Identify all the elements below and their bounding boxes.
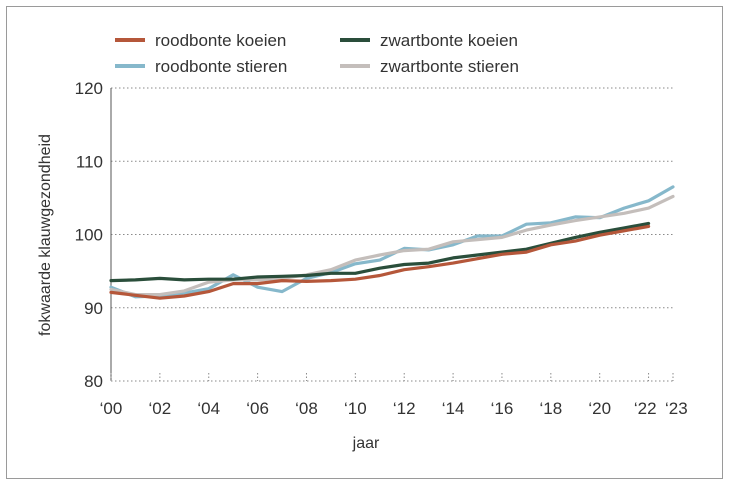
series-lines <box>109 185 675 300</box>
legend: roodbonte koeien zwartbonte koeien roodbon… <box>115 31 519 76</box>
y-tick-label: 90 <box>84 299 103 318</box>
x-tick-label: ‘00 <box>100 399 123 418</box>
x-tick-label: ‘10 <box>344 399 367 418</box>
x-tick-label: ‘22 <box>634 399 657 418</box>
series-line-zwartbonte-stieren <box>109 194 675 297</box>
x-tick-label: ‘20 <box>588 399 611 418</box>
y-tick-label: 120 <box>75 79 103 98</box>
grid-lines <box>111 87 673 382</box>
x-tick-label: ‘14 <box>442 399 465 418</box>
series-line-roodbonte-koeien <box>109 224 651 300</box>
series-line-zwartbonte-koeien <box>109 221 651 283</box>
x-tick-label: ‘18 <box>539 399 562 418</box>
x-axis-title: jaar <box>352 435 380 452</box>
x-tick-label: ‘12 <box>393 399 416 418</box>
y-tick-labels: 80 90 100 110 120 <box>75 79 103 391</box>
y-tick-label: 80 <box>84 372 103 391</box>
x-tick-label: ‘02 <box>149 399 172 418</box>
y-axis-title: fokwaarde klauwgezondheid <box>37 134 54 336</box>
legend-label: zwartbonte koeien <box>380 31 518 50</box>
x-tick-label: ‘16 <box>491 399 514 418</box>
x-tick-label: ‘08 <box>295 399 318 418</box>
axes <box>110 88 674 381</box>
chart-frame <box>6 6 723 479</box>
legend-label: roodbonte koeien <box>155 31 286 50</box>
x-tick-labels: ‘00 ‘02 ‘04 ‘06 ‘08 ‘10 ‘12 ‘14 ‘16 ‘18 ‘20 ‘22 ‘23 <box>100 399 688 418</box>
legend-label: roodbonte stieren <box>155 57 287 76</box>
y-tick-label: 110 <box>76 152 103 171</box>
x-tick-label: ‘06 <box>246 399 269 418</box>
y-tick-label: 100 <box>75 226 103 245</box>
x-tick-label: ‘04 <box>197 399 220 418</box>
x-tick-label: ‘23 <box>665 399 688 418</box>
legend-label: zwartbonte stieren <box>380 57 519 76</box>
